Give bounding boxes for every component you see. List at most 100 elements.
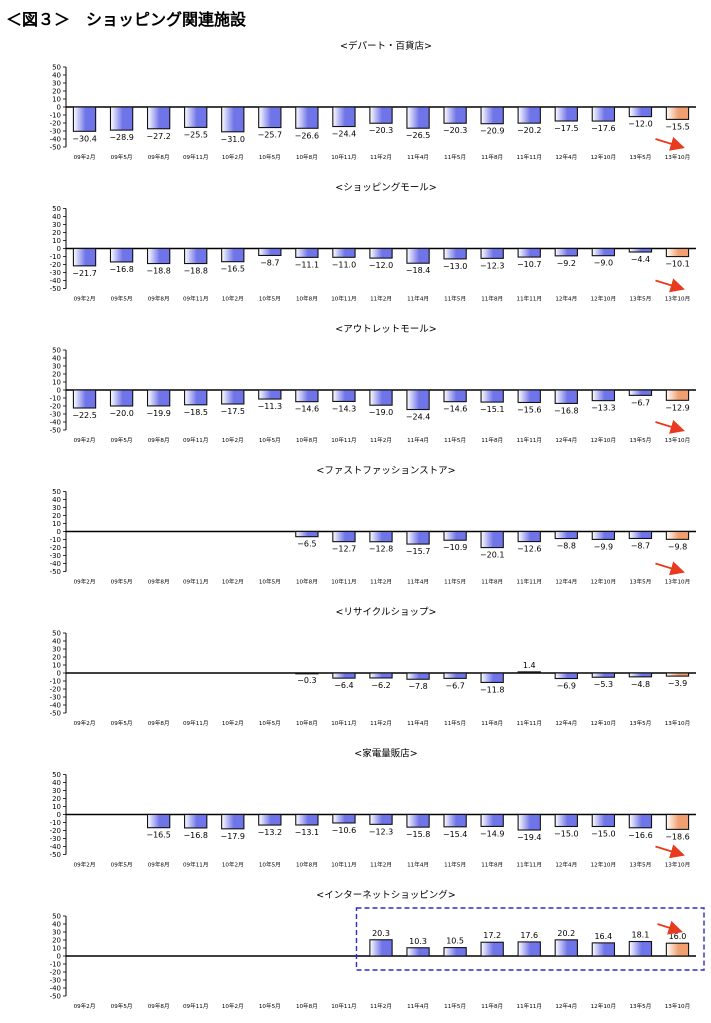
data-label: −12.7 (332, 545, 357, 554)
y-tick-label: 20 (52, 371, 61, 379)
data-label: −16.5 (146, 831, 171, 840)
x-tick-label: 13年10月 (665, 861, 690, 869)
data-label: −9.8 (668, 542, 687, 551)
x-tick-label: 11年8月 (481, 1002, 503, 1010)
bar (369, 530, 393, 543)
x-tick-label: 09年5月 (111, 295, 133, 303)
data-label: −11.0 (332, 260, 357, 269)
y-tick-label: 50 (52, 630, 61, 638)
x-tick-label: 11年4月 (407, 153, 429, 161)
bar (221, 813, 245, 830)
x-tick-label: 10年11月 (331, 1002, 356, 1010)
data-label: 18.1 (632, 931, 650, 940)
bar (480, 672, 504, 683)
y-tick-label: 0 (57, 387, 61, 395)
x-tick-label: 11年11月 (517, 153, 542, 161)
data-label: −9.0 (594, 259, 613, 268)
x-tick-label: 11年2月 (370, 861, 392, 869)
bar (554, 813, 578, 828)
bar (554, 939, 578, 957)
data-label: −16.6 (628, 831, 653, 840)
data-label: −20.3 (369, 126, 394, 135)
bar (628, 530, 653, 540)
y-tick-label: -20 (50, 403, 61, 411)
bar (332, 389, 356, 402)
bar-highlight (665, 247, 690, 258)
chart-title: <ファストファッションストア> (316, 466, 455, 477)
data-label: −10.6 (332, 826, 357, 835)
data-label: −26.5 (406, 131, 431, 140)
x-tick-label: 12年10月 (591, 578, 616, 586)
y-tick-label: 0 (57, 528, 61, 536)
data-label: −19.4 (517, 833, 542, 842)
bar (184, 247, 208, 265)
x-tick-label: 12年4月 (555, 719, 577, 727)
data-label: −30.4 (72, 134, 97, 143)
x-tick-label: 11年8月 (481, 153, 503, 161)
bar (443, 672, 467, 679)
x-tick-label: 09年8月 (148, 1002, 170, 1010)
x-tick-label: 09年8月 (148, 153, 170, 161)
bar (443, 106, 467, 124)
data-label: −24.4 (406, 413, 431, 422)
data-label: −25.7 (258, 131, 283, 140)
y-tick-label: 0 (57, 104, 61, 112)
bar (480, 813, 504, 827)
x-tick-label: 10年11月 (331, 295, 356, 303)
data-label: −21.7 (72, 269, 97, 278)
x-tick-label: 09年2月 (74, 436, 96, 444)
x-tick-label: 13年5月 (629, 295, 651, 303)
bar (480, 941, 504, 957)
x-tick-label: 11年8月 (481, 861, 503, 869)
chart-panel: <ファストファッションストア> 50403020100-10-20-30-40-5… (50, 466, 696, 586)
y-tick-label: 0 (57, 670, 61, 678)
x-tick-label: 11年11月 (517, 295, 542, 303)
x-tick-label: 10年2月 (222, 1002, 244, 1010)
x-tick-label: 11年4月 (407, 861, 429, 869)
x-tick-label: 10年2月 (222, 861, 244, 869)
data-label: −4.4 (631, 255, 650, 264)
bar (72, 247, 97, 267)
x-tick-label: 09年8月 (148, 295, 170, 303)
bar (406, 247, 430, 264)
y-tick-label: -30 (50, 269, 61, 277)
y-tick-label: -40 (50, 843, 61, 851)
data-label: −14.9 (480, 829, 505, 838)
x-tick-label: 13年10月 (665, 436, 690, 444)
data-label: 10.3 (409, 937, 427, 946)
y-tick-label: -10 (50, 961, 61, 969)
data-label: −11.8 (480, 685, 505, 694)
x-tick-label: 10年2月 (222, 295, 244, 303)
bar (480, 389, 504, 403)
bar (109, 247, 134, 263)
bar (369, 106, 393, 124)
x-tick-label: 09年5月 (111, 1002, 133, 1010)
x-tick-label: 10年5月 (259, 436, 281, 444)
x-tick-label: 11年2月 (370, 578, 392, 586)
data-label: −6.7 (445, 681, 464, 690)
data-label: −20.2 (517, 126, 542, 135)
bar (369, 247, 393, 259)
x-tick-label: 11年4月 (407, 719, 429, 727)
data-label: −13.3 (591, 404, 616, 413)
y-tick-label: -40 (50, 277, 61, 285)
data-label: −19.9 (146, 409, 171, 418)
y-tick-label: 30 (52, 929, 61, 937)
data-label: −12.9 (665, 403, 690, 412)
data-label: −12.3 (480, 261, 505, 270)
bar (146, 247, 171, 265)
chart-title: <インターネットショッピング> (316, 889, 455, 901)
bar (406, 947, 430, 957)
x-tick-label: 12年10月 (591, 295, 616, 303)
x-tick-label: 09年8月 (148, 578, 170, 586)
bar (406, 106, 430, 129)
data-label: 1.4 (523, 661, 536, 670)
x-tick-label: 13年5月 (629, 153, 651, 161)
x-tick-label: 11年8月 (481, 578, 503, 586)
x-tick-label: 09年11月 (183, 578, 208, 586)
x-tick-label: 12年4月 (555, 436, 577, 444)
bar (591, 106, 616, 122)
x-tick-label: 11年5月 (444, 153, 466, 161)
bar (221, 389, 245, 405)
bar (517, 813, 541, 831)
